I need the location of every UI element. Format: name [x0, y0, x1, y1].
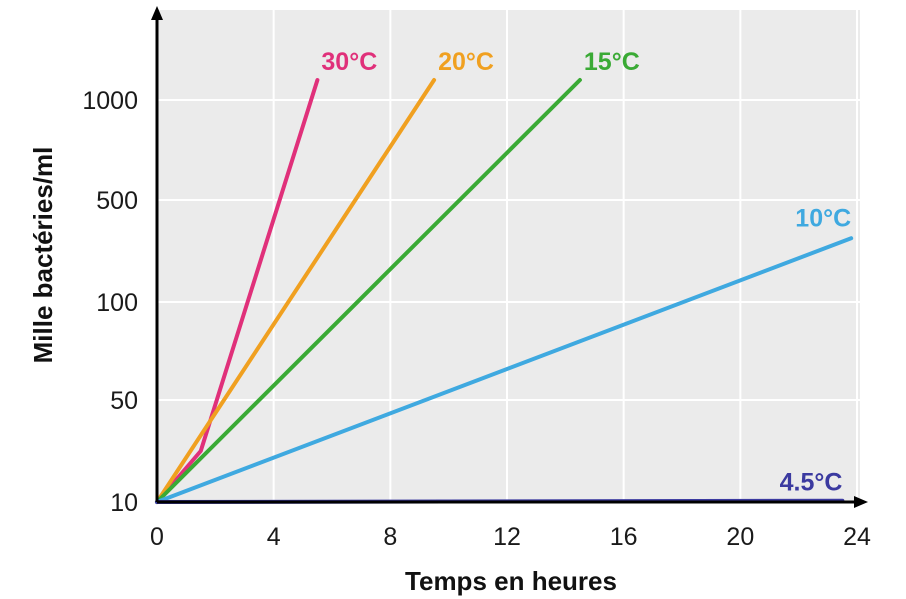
y-tick-label: 50 — [110, 387, 138, 415]
x-tick-label: 0 — [150, 523, 164, 551]
series-label: 4.5°C — [780, 469, 843, 497]
series-label: 20°C — [438, 48, 494, 76]
series-label: 10°C — [795, 204, 851, 232]
series-label: 15°C — [584, 48, 640, 76]
gridlines — [157, 10, 860, 502]
x-axis-title: Temps en heures — [405, 566, 617, 596]
axes — [151, 6, 868, 508]
series-labels: 30°C 20°C 15°C 10°C 4.5°C — [321, 48, 851, 497]
series-line — [155, 236, 854, 504]
y-tick-label: 10 — [110, 489, 138, 517]
y-tick-label: 1000 — [82, 87, 138, 115]
x-tick-label: 16 — [610, 523, 638, 551]
x-tick-label: 24 — [843, 523, 871, 551]
x-tick-label: 4 — [267, 523, 281, 551]
tick-labels: 0 4 8 12 16 20 24 10 50 100 500 1000 — [82, 87, 871, 551]
y-tick-label: 100 — [96, 289, 138, 317]
y-axis-title: Mille bactéries/ml — [28, 147, 58, 364]
series-line — [155, 78, 582, 504]
x-tick-label: 20 — [726, 523, 754, 551]
y-tick-label: 500 — [96, 187, 138, 215]
y-axis-arrow — [151, 6, 163, 20]
series-label: 30°C — [321, 48, 377, 76]
x-tick-label: 12 — [493, 523, 521, 551]
x-tick-label: 8 — [383, 523, 397, 551]
series-line — [155, 78, 437, 504]
x-axis-arrow — [854, 496, 868, 508]
